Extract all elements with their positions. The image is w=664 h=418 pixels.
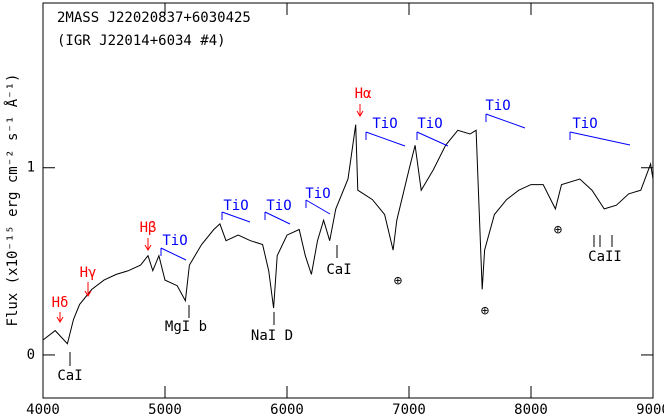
- band-line: [416, 131, 449, 147]
- x-tick-label: 8000: [514, 402, 548, 418]
- annotation: Hγ: [80, 265, 97, 281]
- annotation: CaII: [588, 249, 622, 265]
- chart-subtitle: (IGR J22014+6034 #4): [57, 33, 226, 49]
- x-tick-label: 4000: [26, 402, 60, 418]
- annotation: CaI: [326, 262, 351, 278]
- band-line: [160, 247, 187, 261]
- annotation: ⊕: [554, 222, 563, 238]
- annotation: TiO: [572, 116, 597, 132]
- annotation: TiO: [223, 198, 248, 214]
- y-axis-label: Flux (x10⁻¹⁵ erg cm⁻² s⁻¹ Å⁻¹): [4, 74, 21, 327]
- annotation: CaI: [57, 368, 82, 384]
- y-tick-label: 1: [27, 160, 35, 176]
- annotation: Hα: [355, 86, 372, 102]
- band-line: [485, 113, 526, 129]
- band-line: [221, 211, 251, 223]
- annotation: ⊕: [481, 303, 490, 319]
- x-tick-label: 5000: [148, 402, 182, 418]
- x-tick-label: 6000: [270, 402, 304, 418]
- annotation: TiO: [417, 116, 442, 132]
- annotation-arrowhead: [144, 244, 152, 251]
- annotation: ⊕: [394, 273, 403, 289]
- chart-title: 2MASS J22020837+6030425: [57, 10, 251, 26]
- annotation: Hβ: [140, 220, 157, 236]
- annotation-arrowhead: [356, 110, 364, 117]
- band-line: [365, 131, 406, 147]
- spectrum-line: [42, 124, 654, 345]
- annotation: Hδ: [52, 295, 69, 311]
- annotation-arrowhead: [56, 316, 64, 323]
- annotation: NaI D: [251, 328, 293, 344]
- band-line: [264, 211, 291, 225]
- annotation: TiO: [485, 98, 510, 114]
- plot-frame: [42, 2, 654, 399]
- annotation: MgI b: [165, 319, 207, 335]
- annotation: TiO: [266, 198, 291, 214]
- annotation: TiO: [372, 116, 397, 132]
- y-tick-label: 0: [27, 347, 35, 363]
- annotation: TiO: [305, 186, 330, 202]
- annotation: TiO: [162, 233, 187, 249]
- band-line: [569, 131, 631, 146]
- band-line: [305, 199, 331, 215]
- annotation-arrowhead: [84, 290, 92, 297]
- x-tick-label: 7000: [392, 402, 426, 418]
